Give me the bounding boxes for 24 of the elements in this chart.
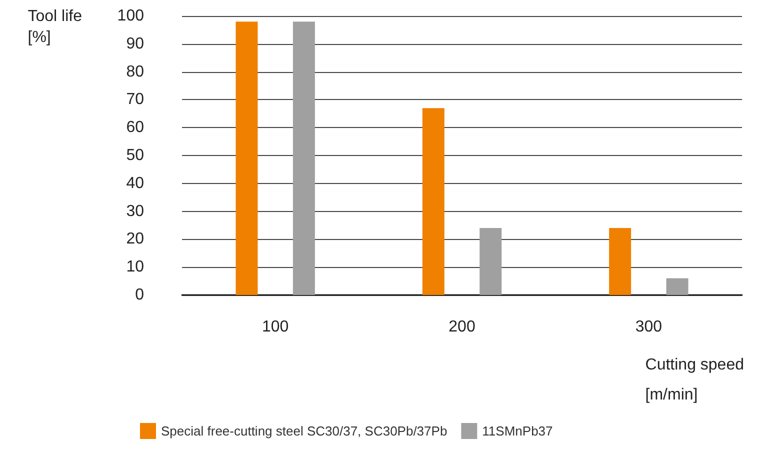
y-axis-title: Tool life [%] bbox=[28, 8, 82, 46]
y-tick-label: 10 bbox=[126, 258, 144, 276]
bar bbox=[292, 22, 315, 295]
bar bbox=[609, 228, 632, 295]
x-tick-label: 300 bbox=[635, 318, 662, 336]
bar bbox=[236, 22, 258, 295]
x-tick-label: 200 bbox=[448, 318, 476, 336]
y-tick-label: 80 bbox=[126, 63, 144, 80]
y-tick-label: 50 bbox=[126, 147, 144, 164]
y-tick-label: 70 bbox=[126, 91, 144, 108]
bar bbox=[422, 108, 444, 295]
x-tick-label: 100 bbox=[262, 318, 289, 336]
y-tick-label: 40 bbox=[126, 174, 144, 192]
y-tick-label: 60 bbox=[126, 119, 144, 136]
legend-label: 11SMnPb37 bbox=[482, 424, 553, 438]
y-tick-label: 0 bbox=[135, 286, 144, 304]
legend-label: Special free-cutting steel SC30/37, SC30Pb/37Pb bbox=[161, 424, 448, 438]
y-tick-label: 30 bbox=[126, 202, 144, 220]
x-axis-title: Cutting speed [m/min] bbox=[645, 356, 744, 404]
y-tick-label: 20 bbox=[126, 230, 144, 248]
y-tick-label: 90 bbox=[126, 35, 144, 52]
y-tick-label: 100 bbox=[117, 8, 144, 24]
bar bbox=[480, 228, 502, 295]
bar bbox=[666, 278, 688, 295]
